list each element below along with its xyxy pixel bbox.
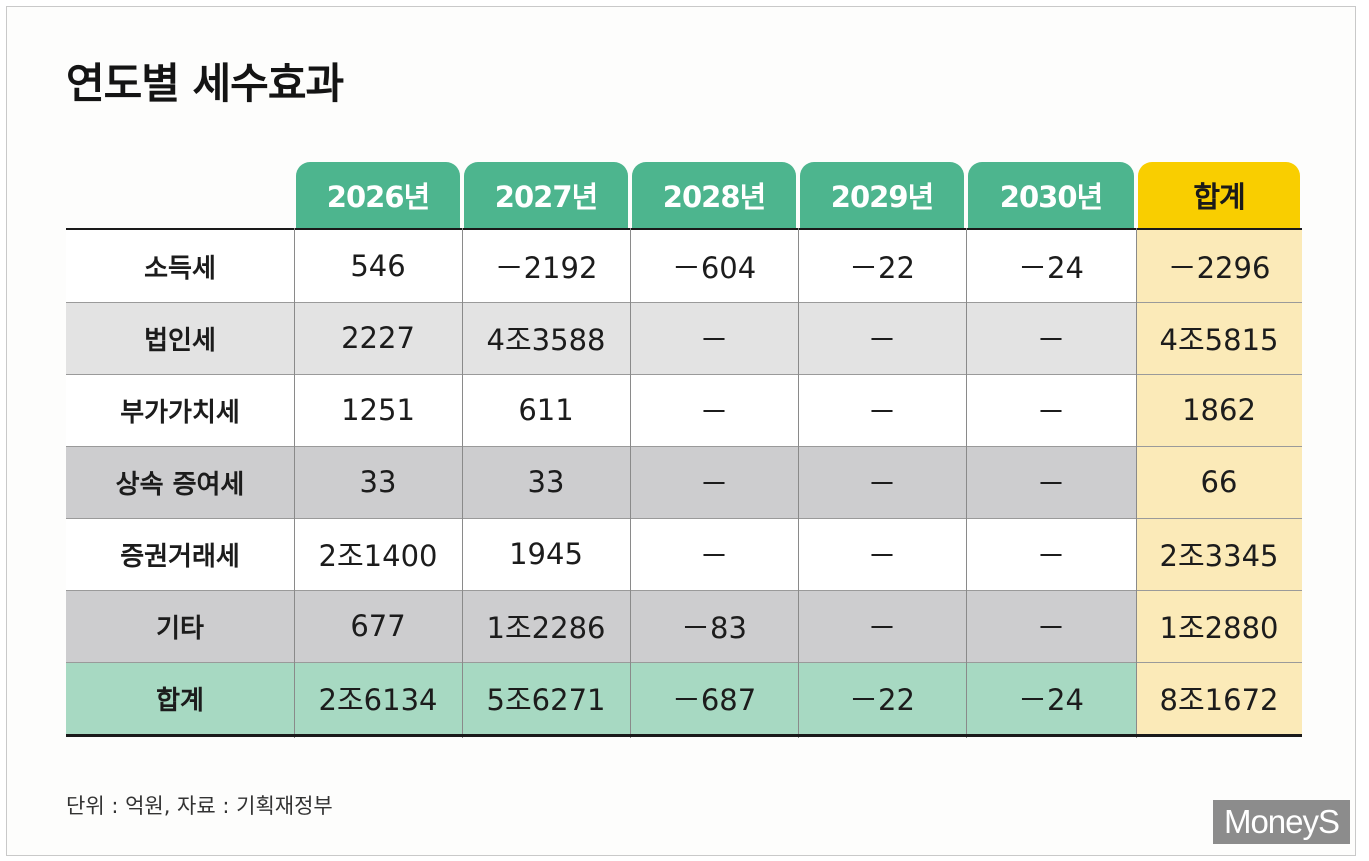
value-cell: 1945 <box>509 537 583 571</box>
value-cell: － <box>699 539 729 573</box>
row-divider <box>66 374 1302 375</box>
row-label: 기타 <box>156 613 204 644</box>
total-value-cell: 66 <box>1136 446 1302 518</box>
value-cell: 33 <box>527 465 565 499</box>
page-title: 연도별 세수효과 <box>66 59 344 108</box>
source-note: 단위 : 억원, 자료 : 기획재정부 <box>66 794 333 818</box>
value-cell: －24 <box>1018 683 1084 717</box>
column-divider <box>966 228 967 738</box>
table-row: 기타 677 1조2286 －83 － － 1조2880 <box>66 590 1302 662</box>
total-value-cell: 8조1672 <box>1136 662 1302 734</box>
value-cell: 1251 <box>341 393 415 427</box>
value-cell: －24 <box>1018 251 1084 285</box>
column-header: 2029년 <box>800 162 964 228</box>
value-cell: － <box>867 611 897 645</box>
value-cell: －687 <box>671 683 757 717</box>
total-row: 합계 2조6134 5조6271 －687 －22 －24 8조1672 <box>66 662 1302 734</box>
total-value-cell: 4조5815 <box>1136 302 1302 374</box>
column-header: 2028년 <box>632 162 796 228</box>
value-cell: － <box>699 395 729 429</box>
column-divider <box>798 228 799 738</box>
value-cell: － <box>867 467 897 501</box>
total-value-cell: －2296 <box>1136 230 1302 302</box>
row-divider <box>66 302 1302 303</box>
total-value-cell: 1조2880 <box>1136 590 1302 662</box>
value-cell: －83 <box>681 611 747 645</box>
table-row: 법인세 2227 4조3588 － － － 4조5815 <box>66 302 1302 374</box>
column-divider <box>294 228 295 738</box>
row-divider <box>66 518 1302 519</box>
value-cell: 677 <box>350 609 406 643</box>
value-cell: 4조3588 <box>486 323 606 357</box>
value-cell: 5조6271 <box>486 683 606 717</box>
column-header: 2027년 <box>464 162 628 228</box>
row-label: 상속 증여세 <box>115 469 245 500</box>
column-header: 2030년 <box>968 162 1134 228</box>
table-row: 증권거래세 2조1400 1945 － － － 2조3345 <box>66 518 1302 590</box>
value-cell: － <box>1036 611 1066 645</box>
value-cell: － <box>867 323 897 357</box>
table-row: 상속 증여세 33 33 － － － 66 <box>66 446 1302 518</box>
table-bottom-rule <box>66 734 1302 737</box>
value-cell: 546 <box>350 249 406 283</box>
value-cell: － <box>1036 539 1066 573</box>
value-cell: － <box>867 539 897 573</box>
value-cell: － <box>867 395 897 429</box>
value-cell: －22 <box>849 683 915 717</box>
column-divider <box>630 228 631 738</box>
value-cell: － <box>1036 395 1066 429</box>
table-top-rule <box>66 228 1302 231</box>
column-divider <box>462 228 463 738</box>
row-divider <box>66 590 1302 591</box>
column-header: 2026년 <box>296 162 460 228</box>
value-cell: 1조2286 <box>486 611 606 645</box>
value-cell: － <box>1036 467 1066 501</box>
value-cell: －2192 <box>494 251 598 285</box>
value-cell: 2227 <box>341 321 415 355</box>
row-label: 소득세 <box>144 253 216 284</box>
value-cell: － <box>1036 323 1066 357</box>
row-label: 증권거래세 <box>120 541 240 572</box>
row-label: 합계 <box>156 685 204 716</box>
value-cell: 2조1400 <box>318 539 438 573</box>
table-row: 소득세 546 －2192 －604 －22 －24 －2296 <box>66 230 1302 302</box>
row-divider <box>66 662 1302 663</box>
value-cell: 611 <box>518 393 574 427</box>
moneys-logo: MoneyS <box>1213 800 1350 844</box>
column-header: 합계 <box>1138 162 1300 228</box>
total-value-cell: 2조3345 <box>1136 518 1302 590</box>
value-cell: 33 <box>359 465 397 499</box>
value-cell: － <box>699 323 729 357</box>
value-cell: －22 <box>849 251 915 285</box>
value-cell: －604 <box>671 251 757 285</box>
table-row: 부가가치세 1251 611 － － － 1862 <box>66 374 1302 446</box>
value-cell: － <box>699 467 729 501</box>
value-cell: 2조6134 <box>318 683 438 717</box>
row-label: 부가가치세 <box>120 397 240 428</box>
total-value-cell: 1862 <box>1136 374 1302 446</box>
column-divider <box>1136 228 1137 738</box>
row-divider <box>66 446 1302 447</box>
row-label: 법인세 <box>144 325 216 356</box>
